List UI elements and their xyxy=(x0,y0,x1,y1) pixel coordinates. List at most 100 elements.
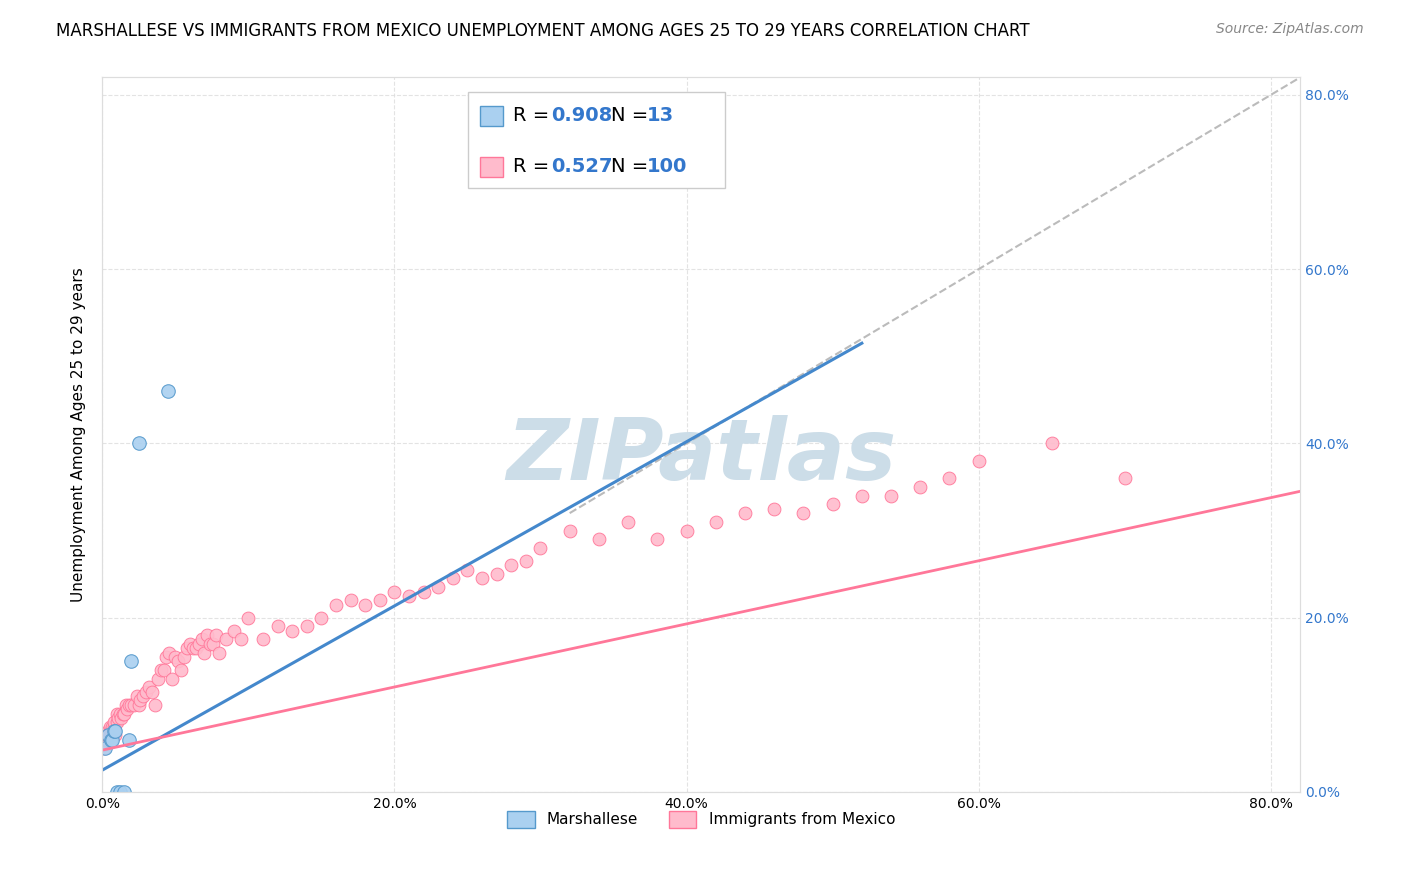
Point xyxy=(238,610,260,624)
FancyBboxPatch shape xyxy=(468,92,725,188)
Point xyxy=(208,646,231,660)
Point xyxy=(734,506,756,520)
Point xyxy=(143,698,166,712)
Point xyxy=(880,489,903,503)
Point xyxy=(675,524,697,538)
Point xyxy=(103,720,125,734)
Point xyxy=(529,541,551,555)
Point xyxy=(105,785,128,799)
Point xyxy=(967,454,990,468)
FancyBboxPatch shape xyxy=(479,158,503,178)
Point xyxy=(128,698,150,712)
Point xyxy=(114,698,136,712)
Point xyxy=(157,646,180,660)
Point xyxy=(1114,471,1136,485)
Point xyxy=(115,702,138,716)
Point xyxy=(1040,436,1063,450)
Point xyxy=(120,654,142,668)
Point xyxy=(120,698,142,712)
Point xyxy=(200,637,222,651)
Text: 0.908: 0.908 xyxy=(551,106,613,125)
Point xyxy=(398,589,420,603)
Point xyxy=(427,580,450,594)
Point xyxy=(295,619,318,633)
Point xyxy=(167,654,190,668)
Point xyxy=(100,732,122,747)
Point xyxy=(94,732,117,747)
Point xyxy=(176,641,198,656)
Point xyxy=(456,563,478,577)
Point xyxy=(165,649,187,664)
Text: N =: N = xyxy=(612,157,655,177)
Y-axis label: Unemployment Among Ages 25 to 29 years: Unemployment Among Ages 25 to 29 years xyxy=(72,268,86,602)
Point xyxy=(97,723,120,738)
Point xyxy=(112,706,135,721)
Point xyxy=(558,524,581,538)
Point xyxy=(821,497,844,511)
Point xyxy=(441,572,464,586)
Point xyxy=(103,723,125,738)
Point xyxy=(117,698,139,712)
Point xyxy=(252,632,274,647)
Point xyxy=(101,723,124,738)
Point xyxy=(412,584,434,599)
Point xyxy=(100,728,122,742)
Point xyxy=(124,698,146,712)
Point xyxy=(152,663,174,677)
Point xyxy=(101,732,124,747)
Point xyxy=(910,480,932,494)
Text: R =: R = xyxy=(513,106,555,125)
Text: MARSHALLESE VS IMMIGRANTS FROM MEXICO UNEMPLOYMENT AMONG AGES 25 TO 29 YEARS COR: MARSHALLESE VS IMMIGRANTS FROM MEXICO UN… xyxy=(56,22,1029,40)
Point xyxy=(281,624,304,638)
Point xyxy=(193,646,215,660)
Point xyxy=(763,501,786,516)
Point xyxy=(647,533,669,547)
Point xyxy=(938,471,960,485)
Point xyxy=(97,728,120,742)
Point xyxy=(117,732,139,747)
Point xyxy=(146,672,169,686)
Point xyxy=(104,723,127,738)
Point xyxy=(94,737,117,751)
Point xyxy=(138,681,160,695)
Point xyxy=(173,649,195,664)
Point xyxy=(156,384,179,398)
Point xyxy=(471,572,494,586)
Point xyxy=(97,728,120,742)
Legend: Marshallese, Immigrants from Mexico: Marshallese, Immigrants from Mexico xyxy=(501,805,901,834)
Point xyxy=(229,632,252,647)
Point xyxy=(325,598,347,612)
Point xyxy=(339,593,361,607)
Point xyxy=(501,558,523,573)
Point xyxy=(215,632,238,647)
Text: Source: ZipAtlas.com: Source: ZipAtlas.com xyxy=(1216,22,1364,37)
Point xyxy=(98,723,121,738)
Point xyxy=(101,720,124,734)
Text: 13: 13 xyxy=(647,106,675,125)
Point xyxy=(141,685,163,699)
Point xyxy=(112,785,135,799)
Point xyxy=(222,624,245,638)
Point xyxy=(792,506,814,520)
Point xyxy=(155,649,177,664)
Point xyxy=(851,489,873,503)
Point xyxy=(111,706,134,721)
Point xyxy=(382,584,405,599)
Point xyxy=(311,610,333,624)
Point xyxy=(103,715,125,730)
Point xyxy=(162,672,184,686)
Point xyxy=(485,567,508,582)
Point xyxy=(170,663,193,677)
Text: N =: N = xyxy=(612,106,655,125)
Point xyxy=(187,637,209,651)
Point xyxy=(105,706,128,721)
Point xyxy=(129,693,152,707)
Point xyxy=(184,641,207,656)
Point xyxy=(149,663,172,677)
Point xyxy=(197,628,219,642)
Text: 100: 100 xyxy=(647,157,688,177)
Point xyxy=(132,689,155,703)
Point xyxy=(190,632,212,647)
Text: R =: R = xyxy=(513,157,555,177)
Text: 0.527: 0.527 xyxy=(551,157,613,177)
